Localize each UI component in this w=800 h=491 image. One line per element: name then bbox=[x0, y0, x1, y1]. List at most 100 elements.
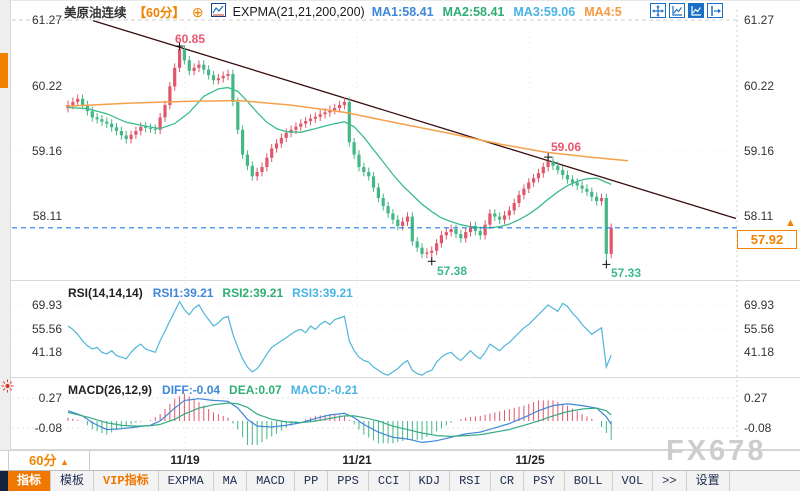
chart-style-icon[interactable] bbox=[688, 3, 704, 18]
price-annotation: 57.38 bbox=[437, 264, 468, 278]
candle-body bbox=[153, 128, 157, 130]
toolbar-tab-KDJ[interactable]: KDJ bbox=[410, 471, 451, 491]
price-axis-label: 60.22 bbox=[31, 79, 62, 93]
ma-value: MA2:58.41 bbox=[442, 4, 505, 19]
toolbar-tab-EXPMA[interactable]: EXPMA bbox=[159, 471, 214, 491]
macd-value: MACD:-0.21 bbox=[290, 383, 359, 397]
candle-body bbox=[439, 235, 443, 244]
candle-body bbox=[604, 198, 608, 254]
candle-body bbox=[216, 78, 220, 81]
candle-body bbox=[570, 179, 574, 183]
ma-value: MA4:5 bbox=[584, 4, 622, 19]
candle-body bbox=[561, 170, 565, 176]
move-icon[interactable] bbox=[650, 3, 666, 18]
candle-body bbox=[401, 221, 405, 226]
toolbar-tab-[interactable]: >> bbox=[653, 471, 687, 491]
symbol-name: 美原油连续 bbox=[64, 6, 127, 20]
candle-body bbox=[274, 143, 279, 149]
price-axis-label: 58.11 bbox=[744, 209, 774, 223]
date-label: 11/25 bbox=[515, 453, 545, 467]
candle-body bbox=[124, 135, 128, 140]
candle-body bbox=[541, 167, 545, 174]
toolbar-tab-PP[interactable]: PP bbox=[295, 471, 329, 491]
candle-body bbox=[522, 188, 526, 195]
candle-body bbox=[410, 216, 414, 242]
indicator-name: EXPMA(21,21,200,200) bbox=[232, 4, 365, 19]
rsi-values: RSI1:39.21 RSI2:39.21 RSI3:39.21 bbox=[153, 286, 353, 300]
candle-body bbox=[381, 198, 385, 207]
candle-body bbox=[507, 210, 511, 216]
macd-axis-label: 0.27 bbox=[38, 391, 62, 405]
expma200-line bbox=[65, 99, 629, 162]
scale-chart-icon[interactable] bbox=[669, 3, 685, 18]
candle-body bbox=[420, 247, 424, 254]
candle-body bbox=[590, 191, 594, 197]
price-annotation: 60.85 bbox=[175, 32, 206, 46]
rsi-value: RSI2:39.21 bbox=[222, 286, 284, 300]
price-axis-label: 61.27 bbox=[31, 13, 62, 27]
toolbar-tab-PSY[interactable]: PSY bbox=[524, 471, 565, 491]
toolbar-tab-BOLL[interactable]: BOLL bbox=[565, 471, 613, 491]
candle-body bbox=[595, 196, 599, 202]
candle-body bbox=[129, 134, 133, 140]
date-label: 11/19 bbox=[170, 453, 200, 467]
candle-body bbox=[236, 101, 240, 130]
toolbar-tab-MACD[interactable]: MACD bbox=[247, 471, 295, 491]
candle-body bbox=[352, 142, 356, 155]
chart-canvas[interactable] bbox=[0, 0, 800, 470]
toolbar-tab-RSI[interactable]: RSI bbox=[450, 471, 491, 491]
toolbar-tab-[interactable]: 指标 bbox=[8, 471, 52, 491]
candle-body bbox=[270, 148, 274, 158]
rsi-value: RSI1:39.21 bbox=[152, 286, 214, 300]
candle-body bbox=[279, 137, 283, 144]
candle-body bbox=[308, 118, 313, 122]
period-label: 【60分】 bbox=[133, 6, 185, 20]
toolbar-tab-VOL[interactable]: VOL bbox=[613, 471, 654, 491]
rsi-axis-label: 69.93 bbox=[31, 298, 62, 312]
macd-indicator-name: MACD(26,12,9) bbox=[68, 383, 153, 397]
candle-body bbox=[313, 116, 317, 119]
candle-body bbox=[435, 243, 439, 251]
candle-body bbox=[81, 98, 85, 105]
rsi-panel-header: RSI(14,14,14) RSI1:39.21 RSI2:39.21 RSI3:3… bbox=[68, 286, 353, 300]
toolbar-tab-VIP[interactable]: VIP指标 bbox=[94, 471, 159, 491]
add-indicator-icon[interactable]: ⊕ bbox=[191, 3, 204, 20]
macd-axis-label: 0.27 bbox=[744, 391, 768, 405]
candle-body bbox=[304, 121, 308, 124]
toolbar-tab-CR[interactable]: CR bbox=[491, 471, 525, 491]
period-selector[interactable]: 60分 ▲ bbox=[8, 451, 90, 470]
candle-body bbox=[338, 105, 342, 109]
candle-body bbox=[430, 250, 434, 253]
macd-diff-line bbox=[67, 398, 612, 444]
candle-body bbox=[221, 75, 225, 79]
candle-body bbox=[241, 129, 245, 155]
candle-body bbox=[536, 173, 541, 179]
candle-body bbox=[362, 167, 366, 172]
toolbar-tab-[interactable]: 设置 bbox=[687, 471, 730, 491]
rsi-axis-label: 69.93 bbox=[744, 298, 775, 312]
toolbar-tab-CCI[interactable]: CCI bbox=[369, 471, 410, 491]
candle-body bbox=[386, 206, 390, 214]
candle-body bbox=[245, 154, 249, 166]
candle-body bbox=[90, 111, 94, 118]
candle-body bbox=[580, 185, 584, 189]
candle-body bbox=[119, 131, 123, 136]
chart-tool-icons bbox=[650, 3, 723, 18]
candle-body bbox=[459, 234, 463, 239]
toolbar-tab-[interactable]: 模板 bbox=[51, 471, 95, 491]
mini-chart-icon[interactable] bbox=[210, 3, 226, 20]
candle-body bbox=[493, 213, 497, 217]
rsi-axis-label: 55.56 bbox=[744, 322, 775, 336]
candle-body bbox=[478, 230, 482, 236]
toolbar-tab-PPS[interactable]: PPS bbox=[328, 471, 369, 491]
candle-body bbox=[284, 132, 288, 138]
rsi-indicator-name: RSI(14,14,14) bbox=[68, 286, 143, 300]
toolbar-tab-MA[interactable]: MA bbox=[214, 471, 248, 491]
candle-body bbox=[192, 67, 196, 71]
candle-body bbox=[551, 160, 555, 166]
exit-chart-icon[interactable] bbox=[707, 3, 723, 18]
price-annotation: 57.33 bbox=[611, 266, 642, 280]
candle-body bbox=[144, 126, 148, 128]
candle-body bbox=[163, 105, 167, 118]
